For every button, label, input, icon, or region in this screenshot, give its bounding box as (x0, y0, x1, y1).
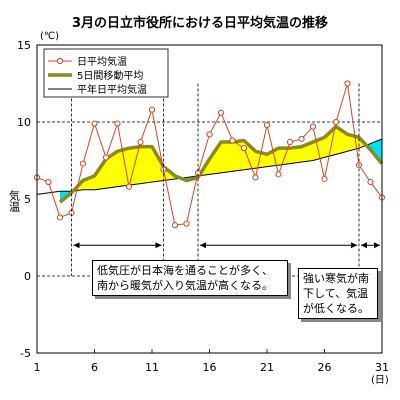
daily-temp-point (171, 222, 179, 229)
anomaly-fill (290, 146, 302, 164)
moving-average-line (58, 124, 384, 204)
daily-temp-point (125, 183, 133, 190)
y-tick-label: 10 (17, 116, 31, 129)
period-arrow-head-right (155, 242, 162, 249)
y-tick-label: 0 (24, 270, 31, 283)
daily-temp-point (137, 138, 144, 146)
x-tick-label: 31 (375, 361, 389, 374)
chart-title: 3月の日立市役所における日平均気温の推移 (72, 15, 328, 31)
period-arrow-head-right (351, 242, 357, 249)
period-arrow-head-left (361, 242, 367, 249)
daily-temp-point (79, 160, 87, 167)
legend-label-daily: 日平均気温 (77, 55, 127, 68)
daily-temp-point (275, 171, 282, 178)
daily-temp-point (114, 120, 121, 127)
anomaly-fill (117, 148, 129, 187)
daily-temp-point (206, 131, 213, 138)
x-tick-label: 6 (91, 361, 98, 374)
daily-temp-point (102, 154, 110, 161)
daily-temp-point (286, 138, 294, 146)
daily-temp-point (148, 106, 156, 113)
daily-temp-point (45, 178, 52, 186)
anomaly-fill (140, 146, 152, 184)
daily-temp-point (321, 175, 328, 183)
y-tick-label: -5 (20, 347, 31, 360)
daily-temp-point (56, 214, 64, 221)
daily-temp-point (263, 121, 271, 129)
anomaly-fill (221, 142, 233, 173)
x-tick-label: 1 (34, 361, 41, 374)
daily-temp-point (344, 80, 351, 87)
daily-temp-point (240, 145, 248, 152)
annotation-cold: 強い寒気が南 下して、気温 が低くなる。 (298, 268, 378, 319)
daily-temp-point (183, 220, 190, 227)
daily-temp-point (91, 120, 98, 127)
daily-temp-point (298, 135, 305, 143)
anomaly-fill (209, 142, 221, 175)
legend-marker-daily (56, 57, 64, 65)
daily-temp-point (332, 118, 340, 126)
y-unit-label: (℃) (40, 31, 59, 42)
x-unit-label: (日) (371, 375, 389, 386)
x-tick-label: 16 (203, 361, 217, 374)
anomaly-fill (94, 158, 106, 190)
anomaly-fill (152, 146, 164, 183)
x-ticks: 1 6 11 16 21 26 31 (34, 349, 389, 374)
annotation-warm: 低気圧が日本海を通ることが多く、 南から暖気が入り気温が高くなる。 (92, 260, 288, 296)
period-arrow-head-right (374, 242, 380, 249)
y-tick-label: 15 (17, 39, 31, 52)
anomaly-fill (278, 148, 290, 166)
daily-temp-point (309, 123, 317, 130)
line-layer (33, 80, 386, 229)
legend-label-moving: 5日間移動平均 (77, 69, 143, 82)
period-arrow-head-left (200, 242, 206, 249)
daily-temp-point (252, 174, 259, 181)
x-tick-label: 11 (145, 361, 159, 374)
normal-temp-line (36, 138, 383, 195)
daily-temp-point (217, 109, 225, 116)
anomaly-fill (232, 140, 244, 172)
period-arrows (71, 83, 380, 276)
x-tick-label: 26 (318, 361, 332, 374)
legend: 日平均気温 5日間移動平均 平年日平均気温 (43, 48, 169, 98)
fill-layer (60, 126, 382, 203)
y-ticks: 15 10 5 0 -5 (17, 39, 31, 360)
daily-temp-point (367, 178, 374, 186)
y-tick-label: 5 (24, 193, 31, 206)
anomaly-fill (83, 175, 95, 190)
y-axis-title: 気温 (8, 189, 21, 212)
legend-label-normal: 平年日平均気温 (77, 83, 147, 96)
x-tick-label: 21 (260, 361, 274, 374)
period-arrow-head-left (73, 242, 80, 249)
anomaly-fill (106, 151, 118, 189)
anomaly-fill (313, 137, 325, 161)
daily-temp-point (229, 137, 236, 144)
